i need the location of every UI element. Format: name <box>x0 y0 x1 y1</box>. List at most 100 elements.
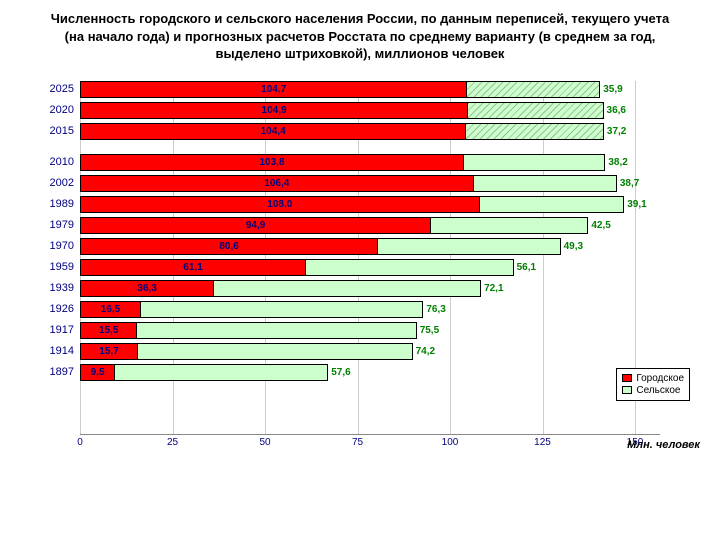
year-label: 1926 <box>34 303 74 315</box>
legend-label: Сельское <box>636 385 680 396</box>
urban-bar: 36,3 <box>80 280 214 297</box>
rural-bar: 39,1 <box>480 196 625 213</box>
urban-value: 94,9 <box>246 220 265 231</box>
year-label: 2002 <box>34 177 74 189</box>
rural-bar: 35,9 <box>467 81 600 98</box>
bar-row: 192616,576,3 <box>80 301 660 318</box>
bar-row: 2020104,936,6 <box>80 102 660 119</box>
urban-value: 103,8 <box>260 157 285 168</box>
rural-value: 57,6 <box>331 367 350 378</box>
rural-value: 76,3 <box>426 304 445 315</box>
rural-bar: 57,6 <box>115 364 328 381</box>
rural-value: 74,2 <box>416 346 435 357</box>
legend-swatch <box>622 386 632 394</box>
rural-value: 35,9 <box>603 84 622 95</box>
year-label: 1959 <box>34 261 74 273</box>
rural-value: 75,5 <box>420 325 439 336</box>
urban-bar: 106,4 <box>80 175 474 192</box>
urban-value: 36,3 <box>137 283 156 294</box>
rural-bar: 42,5 <box>431 217 588 234</box>
year-label: 1989 <box>34 198 74 210</box>
chart-title: Численность городского и сельского насел… <box>20 10 700 63</box>
urban-bar: 104,7 <box>80 81 467 98</box>
x-tick: 0 <box>77 437 83 448</box>
urban-bar: 104,9 <box>80 102 468 119</box>
x-axis <box>80 434 660 435</box>
x-tick: 75 <box>352 437 363 448</box>
year-label: 2025 <box>34 83 74 95</box>
bar-rows: 2025104,735,92020104,936,62015104,437,22… <box>80 81 660 389</box>
urban-value: 15,5 <box>99 325 118 336</box>
rural-bar: 74,2 <box>138 343 413 360</box>
year-label: 2020 <box>34 104 74 116</box>
rural-bar: 36,6 <box>468 102 603 119</box>
rural-bar: 72,1 <box>214 280 481 297</box>
urban-bar: 108,0 <box>80 196 480 213</box>
urban-value: 80,6 <box>219 241 238 252</box>
x-tick: 50 <box>259 437 270 448</box>
rural-bar: 76,3 <box>141 301 423 318</box>
rural-value: 37,2 <box>607 126 626 137</box>
chart-area: 2025104,735,92020104,936,62015104,437,22… <box>80 81 660 461</box>
bar-row: 2025104,735,9 <box>80 81 660 98</box>
rural-value: 49,3 <box>564 241 583 252</box>
urban-bar: 94,9 <box>80 217 431 234</box>
year-label: 1914 <box>34 345 74 357</box>
urban-value: 15,7 <box>99 346 118 357</box>
urban-value: 9,5 <box>91 367 105 378</box>
urban-value: 108,0 <box>267 199 292 210</box>
urban-value: 104,7 <box>261 84 286 95</box>
x-ticks: 0255075100125150 <box>80 437 660 451</box>
urban-value: 61,1 <box>183 262 202 273</box>
urban-bar: 61,1 <box>80 259 306 276</box>
bar-row: 197994,942,5 <box>80 217 660 234</box>
rural-bar: 49,3 <box>378 238 560 255</box>
rural-value: 39,1 <box>627 199 646 210</box>
rural-value: 72,1 <box>484 283 503 294</box>
urban-bar: 15,5 <box>80 322 137 339</box>
legend-item: Сельское <box>622 385 684 396</box>
year-label: 2010 <box>34 156 74 168</box>
legend: ГородскоеСельское <box>616 368 690 401</box>
rural-bar: 38,2 <box>464 154 605 171</box>
bar-row: 2002106,438,7 <box>80 175 660 192</box>
x-axis-label: Млн. человек <box>627 439 700 451</box>
rural-bar: 38,7 <box>474 175 617 192</box>
year-label: 1979 <box>34 219 74 231</box>
urban-value: 16,5 <box>101 304 120 315</box>
urban-bar: 104,4 <box>80 123 466 140</box>
bar-row: 191715,575,5 <box>80 322 660 339</box>
bar-row: 1989108,039,1 <box>80 196 660 213</box>
legend-swatch <box>622 374 632 382</box>
year-label: 1939 <box>34 282 74 294</box>
rural-value: 56,1 <box>517 262 536 273</box>
year-label: 1970 <box>34 240 74 252</box>
urban-bar: 15,7 <box>80 343 138 360</box>
rural-value: 38,7 <box>620 178 639 189</box>
urban-value: 106,4 <box>264 178 289 189</box>
urban-bar: 103,8 <box>80 154 464 171</box>
year-label: 1897 <box>34 366 74 378</box>
x-tick: 100 <box>442 437 459 448</box>
year-label: 2015 <box>34 125 74 137</box>
bar-row: 2015104,437,2 <box>80 123 660 140</box>
bar-row: 197080,649,3 <box>80 238 660 255</box>
rural-bar: 37,2 <box>466 123 604 140</box>
bar-row: 2010103,838,2 <box>80 154 660 171</box>
bar-row: 191415,774,2 <box>80 343 660 360</box>
rural-bar: 75,5 <box>137 322 416 339</box>
rural-value: 36,6 <box>607 105 626 116</box>
rural-value: 38,2 <box>608 157 627 168</box>
urban-value: 104,4 <box>261 126 286 137</box>
bar-row: 195961,156,1 <box>80 259 660 276</box>
urban-bar: 80,6 <box>80 238 378 255</box>
legend-label: Городское <box>636 373 684 384</box>
rural-value: 42,5 <box>591 220 610 231</box>
x-tick: 125 <box>534 437 551 448</box>
bar-row: 18979,557,6 <box>80 364 660 381</box>
urban-bar: 16,5 <box>80 301 141 318</box>
bar-row: 193936,372,1 <box>80 280 660 297</box>
urban-value: 104,9 <box>262 105 287 116</box>
year-label: 1917 <box>34 324 74 336</box>
legend-item: Городское <box>622 373 684 384</box>
